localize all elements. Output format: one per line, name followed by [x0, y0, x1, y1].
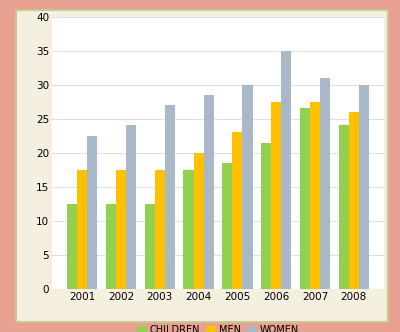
Bar: [165, 105, 175, 289]
Bar: [145, 204, 155, 289]
Bar: [155, 170, 165, 289]
Bar: [77, 170, 87, 289]
Legend: CHILDREN, MEN, WOMEN: CHILDREN, MEN, WOMEN: [134, 321, 302, 332]
Bar: [126, 125, 136, 289]
Bar: [242, 85, 252, 289]
Bar: [310, 102, 320, 289]
Bar: [87, 136, 97, 289]
Bar: [194, 153, 204, 289]
Bar: [300, 109, 310, 289]
Bar: [204, 95, 214, 289]
Bar: [232, 132, 242, 289]
Bar: [184, 170, 194, 289]
Bar: [320, 78, 330, 289]
Bar: [339, 125, 349, 289]
Bar: [359, 85, 369, 289]
Bar: [106, 204, 116, 289]
Bar: [271, 102, 281, 289]
Bar: [116, 170, 126, 289]
Bar: [281, 50, 291, 289]
Bar: [67, 204, 77, 289]
Bar: [261, 142, 271, 289]
Bar: [349, 112, 359, 289]
Bar: [222, 163, 232, 289]
